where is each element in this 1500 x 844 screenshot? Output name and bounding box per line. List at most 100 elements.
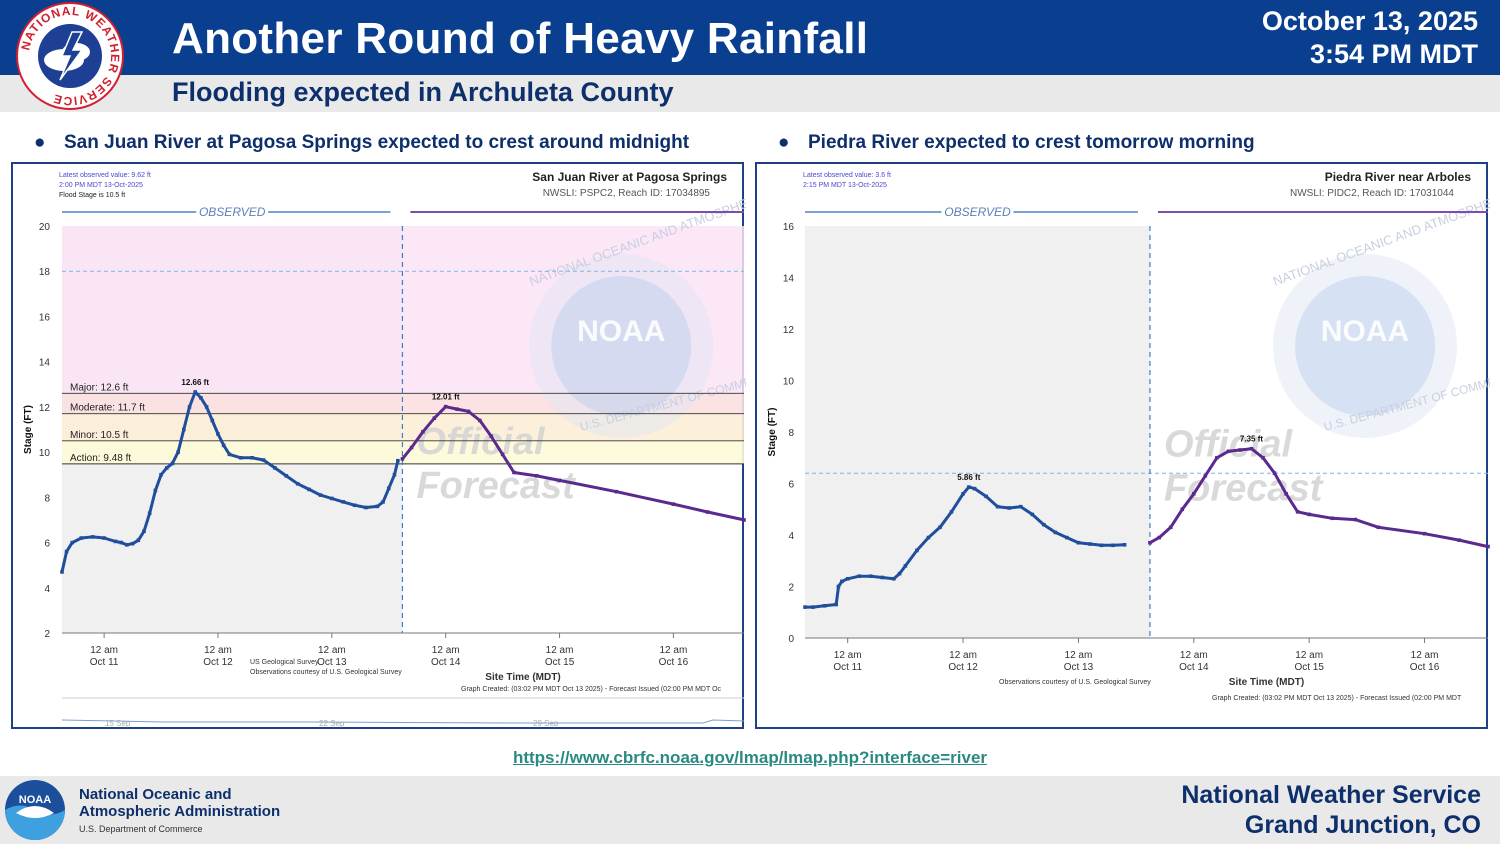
issue-date: October 13, 2025 [1261, 6, 1478, 36]
nws-office-line2: Grand Junction, CO [1244, 811, 1481, 839]
x-tick-label-time: 12 am [660, 645, 688, 656]
data-point-observed [330, 496, 334, 501]
data-point-observed [926, 535, 931, 540]
data-point-observed [261, 458, 266, 462]
peak-label: 5.86 ft [957, 473, 980, 482]
data-point-forecast [1168, 525, 1173, 530]
watermark-official-text: Official [1164, 424, 1294, 466]
data-point-observed [193, 390, 198, 394]
data-point-observed [1122, 542, 1127, 547]
cbrfc-map-link[interactable]: https://www.cbrfc.noaa.gov/lmap/lmap.php… [512, 748, 988, 767]
data-point-observed [238, 455, 243, 460]
data-point-observed [70, 540, 75, 545]
data-point-observed [915, 548, 919, 553]
x-tick-label-date: Oct 13 [317, 657, 347, 668]
info-line: 2:00 PM MDT 13-Oct-2025 [59, 182, 143, 189]
x-tick-label-time: 12 am [1295, 650, 1323, 661]
watermark-logo-text: NOAA [1321, 315, 1409, 348]
data-point-forecast [1486, 544, 1490, 549]
nws-office: National Weather Service Grand Junction,… [1181, 780, 1481, 840]
bullet-san-juan-text: San Juan River at Pagosa Springs expecte… [64, 132, 690, 153]
info-line: Latest observed value: 3.6 ft [803, 172, 891, 179]
x-tick-label-date: Oct 16 [1410, 662, 1440, 673]
graph-created-text: Graph Created: (03:02 PM MDT Oct 13 2025… [461, 686, 722, 693]
watermark-logo-text: NOAA [577, 315, 665, 348]
y-tick-label: 14 [783, 274, 795, 285]
x-tick-label-time: 12 am [834, 650, 862, 661]
y-tick-label: 4 [788, 531, 794, 542]
data-point-forecast [512, 470, 516, 475]
data-point-forecast [1295, 510, 1300, 514]
data-point-forecast [1215, 455, 1219, 460]
x-tick-label-date: Oct 11 [833, 662, 862, 673]
x-tick-label-date: Oct 11 [90, 657, 119, 668]
data-point-observed [1007, 506, 1012, 510]
data-point-observed [967, 485, 971, 489]
x-tick-label-time: 12 am [432, 645, 460, 656]
x-tick-label-date: Oct 12 [948, 662, 978, 673]
x-tick-label-time: 12 am [1180, 650, 1208, 661]
data-point-observed [386, 486, 391, 491]
data-point-observed [182, 427, 186, 432]
peak-label: 12.01 ft [432, 393, 460, 402]
x-tick-label-date: Oct 14 [1179, 662, 1209, 673]
data-point-forecast [1157, 535, 1161, 540]
observed-label-bg [941, 204, 1014, 218]
data-point-observed [897, 571, 902, 576]
x-tick-label-date: Oct 13 [1064, 662, 1094, 673]
y-tick-label: 14 [39, 358, 51, 369]
data-point-observed [984, 494, 988, 499]
y-tick-label: 16 [39, 312, 51, 323]
data-point-observed [79, 536, 84, 540]
data-point-observed [227, 452, 232, 457]
data-point-forecast [466, 409, 471, 414]
noaa-agency-line2: Atmospheric Administration [79, 803, 281, 820]
data-point-observed [903, 564, 908, 568]
data-point-forecast [1330, 516, 1335, 521]
y-axis-label: Stage (FT) [23, 405, 34, 454]
data-point-forecast [614, 489, 619, 494]
data-point-observed [119, 540, 124, 545]
header-banner [0, 0, 1500, 75]
x-tick-label-time: 12 am [949, 650, 977, 661]
data-point-forecast [400, 457, 405, 461]
data-point-observed [938, 525, 942, 530]
data-point-observed [170, 461, 175, 466]
data-point-forecast [432, 416, 437, 420]
noaa-logo-icon: NOAA [5, 780, 65, 840]
data-point-observed [352, 503, 357, 508]
watermark-forecast-text: Forecast [1164, 468, 1324, 510]
data-point-observed [102, 536, 106, 540]
data-point-observed [995, 504, 1000, 509]
watermark-forecast-text: Forecast [416, 465, 576, 507]
y-tick-label: 8 [44, 493, 50, 504]
footer-bar [0, 776, 1500, 844]
data-point-forecast [1226, 449, 1231, 454]
chart-title: San Juan River at Pagosa Springs [532, 170, 727, 184]
observed-label: OBSERVED [944, 205, 1011, 219]
graph-created-text: Graph Created: (03:02 PM MDT Oct 13 2025… [1212, 695, 1462, 702]
y-tick-label: 6 [44, 539, 50, 550]
data-point-forecast [557, 478, 562, 483]
data-point-forecast [478, 418, 482, 423]
nws-office-line1: National Weather Service [1181, 781, 1481, 809]
flood-label-major: Major: 12.6 ft [70, 382, 129, 393]
bullet-piedra-text: Piedra River expected to crest tomorrow … [808, 132, 1255, 153]
x-tick-label-date: Oct 15 [545, 657, 575, 668]
data-point-observed [834, 602, 838, 607]
watermark-seal-inner [1295, 276, 1436, 416]
credit-text: Observations courtesy of U.S. Geological… [999, 679, 1151, 686]
data-point-forecast [1148, 540, 1152, 545]
data-point-observed [221, 443, 226, 448]
x-tick-label-time: 12 am [318, 645, 346, 656]
data-point-observed [204, 405, 209, 409]
data-point-forecast [1353, 517, 1358, 522]
data-point-observed [375, 504, 380, 509]
observed-background [805, 226, 1150, 638]
data-point-observed [892, 576, 896, 581]
x-tick-label-time: 12 am [1065, 650, 1093, 661]
page-subtitle: Flooding expected in Archuleta County [172, 77, 674, 107]
data-point-forecast [1192, 492, 1196, 496]
